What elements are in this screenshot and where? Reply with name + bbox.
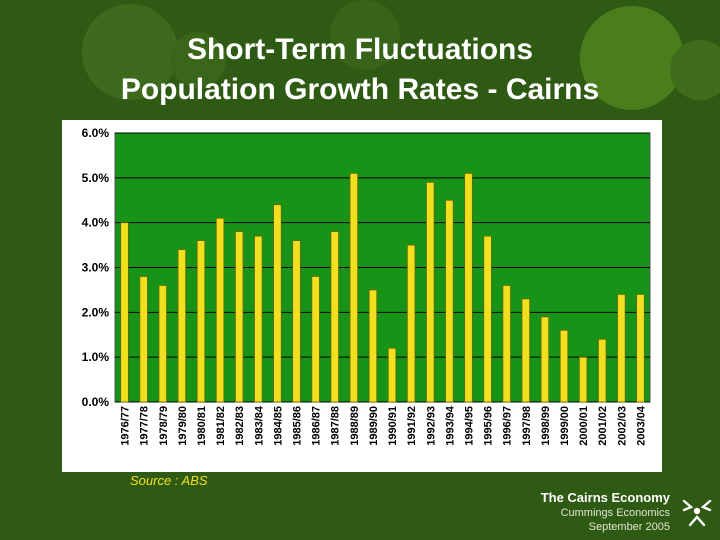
x-axis-tick-labels: 1976/77 1977/78 1978/79 1979/80 1980/81 1981/… [120,405,648,446]
x-tick-label: 1985/86 [292,406,304,446]
bar [578,356,588,403]
x-tick-label: 1980/81 [196,406,208,446]
y-tick-label: 4.0% [82,216,110,230]
bar [368,289,378,403]
slide-title-line-1: Short-Term Fluctuations [186,33,534,66]
y-tick-label: 3.0% [82,261,110,275]
bar [387,347,397,403]
x-tick-label: 1988/89 [349,406,361,446]
x-tick-label: 1984/85 [272,406,284,446]
bars [120,172,645,403]
x-tick-label: 2001/02 [597,406,609,446]
decorative-circle [82,4,178,100]
x-tick-label: 2003/04 [635,405,647,446]
x-tick-label: 1986/87 [311,406,323,446]
bar [598,338,607,403]
bar [502,285,511,403]
bar [636,293,645,403]
bar [464,172,473,403]
bar [426,181,435,403]
x-tick-label: 1979/80 [177,406,189,446]
bar [406,244,416,403]
decorative-circle [330,0,400,70]
bar [120,222,129,403]
bar [445,199,454,403]
y-tick-label: 5.0% [82,171,110,185]
x-tick-label: 1977/78 [139,406,151,446]
decorative-circle [170,32,226,88]
bar [311,276,320,403]
decorative-circle [670,40,720,100]
x-tick-label: 1990/91 [387,406,399,446]
source-note: Source : ABS [130,473,208,488]
bar [521,298,531,403]
org-name: The Cairns Economy [540,490,670,505]
bar [559,329,569,403]
x-tick-label: 1983/84 [253,405,265,446]
x-tick-label: 1982/83 [234,406,246,446]
y-axis-tick-labels: 0.0% 1.0% 2.0% 3.0% 4.0% 5.0% 6.0% [82,126,110,409]
bar [617,293,626,403]
bar [292,240,301,403]
decorative-circle [580,6,684,110]
bar [215,217,225,403]
x-tick-label: 1989/90 [368,406,380,446]
y-tick-label: 6.0% [82,126,110,140]
x-tick-label: 1987/88 [330,406,342,446]
x-tick-label: 2000/01 [578,406,590,446]
slide-title-line-2: Population Growth Rates - Cairns [120,73,600,106]
bar [273,204,282,403]
bar [540,316,550,403]
x-tick-label: 1994/95 [463,406,475,446]
x-tick-label: 1978/79 [158,406,170,446]
bar [158,285,167,403]
bar [196,240,206,403]
organisation-block: The Cairns Economy Cummings Economics Se… [541,490,670,534]
x-tick-label: 1998/99 [540,406,552,446]
x-tick-label: 1976/77 [120,406,132,446]
bar [234,231,244,403]
x-tick-label: 1993/94 [444,405,456,446]
x-tick-label: 1996/97 [502,406,514,446]
sunburst-logo-icon [682,499,712,527]
y-tick-label: 0.0% [82,395,110,409]
x-tick-label: 1999/00 [559,406,571,446]
bar [483,235,492,403]
org-date: September 2005 [588,521,670,533]
bar [177,249,187,403]
y-tick-label: 2.0% [82,305,110,319]
x-tick-label: 1981/82 [215,406,227,446]
y-tick-label: 1.0% [82,350,110,364]
x-tick-label: 1991/92 [406,406,418,446]
bar [330,231,339,403]
org-author: Cummings Economics [560,507,670,519]
bar [139,276,148,403]
x-tick-label: 1992/93 [425,406,437,446]
x-tick-label: 1997/98 [521,406,533,446]
x-tick-label: 2002/03 [616,406,628,446]
x-tick-label: 1995/96 [483,406,495,446]
bar [349,172,359,403]
bar [254,235,263,403]
